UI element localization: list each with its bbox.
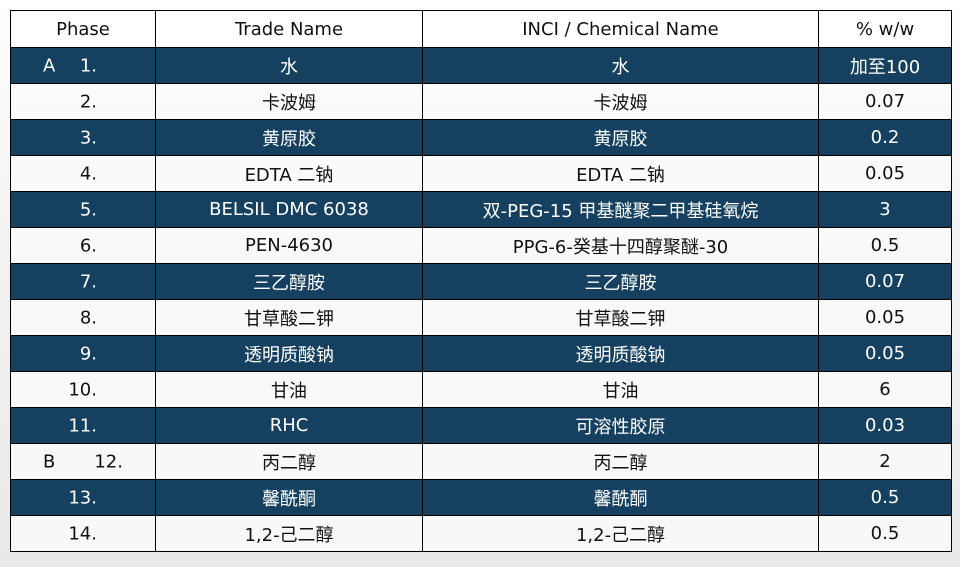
table-row: 6. PEN-4630 PPG-6-癸基十四醇聚醚-30 0.5 — [10, 227, 952, 264]
phase-cell: A 1. — [10, 47, 156, 84]
item-number: 12. — [94, 451, 123, 472]
inci-name-cell: 卡波姆 — [422, 83, 819, 120]
inci-name-cell: 三乙醇胺 — [422, 263, 819, 300]
table-row: 4. EDTA 二钠 EDTA 二钠 0.05 — [10, 155, 952, 192]
table-row: A 1. 水 水 加至100 — [10, 47, 952, 84]
item-number: 6. — [79, 235, 97, 256]
trade-name-cell: BELSIL DMC 6038 — [155, 191, 423, 228]
phase-cell: 9. — [10, 335, 156, 372]
phase-cell: 4. — [10, 155, 156, 192]
trade-name-cell: 馨酰酮 — [155, 479, 423, 516]
inci-name-cell: 甘草酸二钾 — [422, 299, 819, 336]
item-number: 9. — [79, 343, 97, 364]
phase-cell: 13. — [10, 479, 156, 516]
item-number: 13. — [68, 487, 97, 508]
item-number: 5. — [79, 199, 97, 220]
phase-cell: 14. — [10, 515, 156, 552]
header-trade-name: Trade Name — [155, 10, 423, 48]
inci-name-cell: PPG-6-癸基十四醇聚醚-30 — [422, 227, 819, 264]
trade-name-cell: 1,2-己二醇 — [155, 515, 423, 552]
percent-cell: 2 — [818, 443, 952, 480]
inci-name-cell: 1,2-己二醇 — [422, 515, 819, 552]
trade-name-cell: 卡波姆 — [155, 83, 423, 120]
inci-name-cell: EDTA 二钠 — [422, 155, 819, 192]
inci-name-cell: 双-PEG-15 甲基醚聚二甲基硅氧烷 — [422, 191, 819, 228]
table-row: 2. 卡波姆 卡波姆 0.07 — [10, 83, 952, 120]
phase-letter: B — [43, 451, 56, 472]
phase-cell: 6. — [10, 227, 156, 264]
phase-cell: B 12. — [10, 443, 156, 480]
percent-cell: 0.07 — [818, 263, 952, 300]
item-number: 11. — [68, 415, 97, 436]
inci-name-cell: 黄原胶 — [422, 119, 819, 156]
percent-cell: 0.05 — [818, 299, 952, 336]
phase-cell: 5. — [10, 191, 156, 228]
inci-name-cell: 可溶性胶原 — [422, 407, 819, 444]
trade-name-cell: 甘油 — [155, 371, 423, 408]
item-number: 14. — [68, 523, 97, 544]
phase-cell: 2. — [10, 83, 156, 120]
percent-cell: 0.5 — [818, 515, 952, 552]
table-row: 8. 甘草酸二钾 甘草酸二钾 0.05 — [10, 299, 952, 336]
item-number: 4. — [79, 163, 97, 184]
table-row: 3. 黄原胶 黄原胶 0.2 — [10, 119, 952, 156]
phase-cell: 10. — [10, 371, 156, 408]
trade-name-cell: 甘草酸二钾 — [155, 299, 423, 336]
table-row: 5. BELSIL DMC 6038 双-PEG-15 甲基醚聚二甲基硅氧烷 3 — [10, 191, 952, 228]
inci-name-cell: 丙二醇 — [422, 443, 819, 480]
trade-name-cell: 丙二醇 — [155, 443, 423, 480]
percent-cell: 0.05 — [818, 155, 952, 192]
phase-cell: 8. — [10, 299, 156, 336]
item-number: 8. — [79, 307, 97, 328]
inci-name-cell: 水 — [422, 47, 819, 84]
item-number: 1. — [79, 55, 97, 76]
inci-name-cell: 馨酰酮 — [422, 479, 819, 516]
table-row: 7. 三乙醇胺 三乙醇胺 0.07 — [10, 263, 952, 300]
item-number: 3. — [79, 127, 97, 148]
percent-cell: 0.05 — [818, 335, 952, 372]
percent-cell: 0.5 — [818, 479, 952, 516]
phase-cell: 3. — [10, 119, 156, 156]
trade-name-cell: 三乙醇胺 — [155, 263, 423, 300]
trade-name-cell: 水 — [155, 47, 423, 84]
item-number: 10. — [68, 379, 97, 400]
formulation-table: Phase Trade Name INCI / Chemical Name % … — [10, 10, 952, 552]
trade-name-cell: 透明质酸钠 — [155, 335, 423, 372]
header-row: Phase Trade Name INCI / Chemical Name % … — [10, 10, 952, 48]
table-row: 11. RHC 可溶性胶原 0.03 — [10, 407, 952, 444]
trade-name-cell: 黄原胶 — [155, 119, 423, 156]
trade-name-cell: RHC — [155, 407, 423, 444]
inci-name-cell: 甘油 — [422, 371, 819, 408]
table-row: 10. 甘油 甘油 6 — [10, 371, 952, 408]
item-number: 7. — [79, 271, 97, 292]
trade-name-cell: PEN-4630 — [155, 227, 423, 264]
phase-cell: 11. — [10, 407, 156, 444]
percent-cell: 0.2 — [818, 119, 952, 156]
percent-cell: 6 — [818, 371, 952, 408]
header-percent: % w/w — [818, 10, 952, 48]
table-row: B 12. 丙二醇 丙二醇 2 — [10, 443, 952, 480]
header-inci-name: INCI / Chemical Name — [422, 10, 819, 48]
percent-cell: 0.03 — [818, 407, 952, 444]
percent-cell: 加至100 — [818, 47, 952, 84]
table-row: 9. 透明质酸钠 透明质酸钠 0.05 — [10, 335, 952, 372]
table-row: 13. 馨酰酮 馨酰酮 0.5 — [10, 479, 952, 516]
percent-cell: 0.5 — [818, 227, 952, 264]
header-phase: Phase — [10, 10, 156, 48]
inci-name-cell: 透明质酸钠 — [422, 335, 819, 372]
table-row: 14. 1,2-己二醇 1,2-己二醇 0.5 — [10, 515, 952, 552]
trade-name-cell: EDTA 二钠 — [155, 155, 423, 192]
phase-letter: A — [43, 55, 56, 76]
percent-cell: 0.07 — [818, 83, 952, 120]
phase-cell: 7. — [10, 263, 156, 300]
percent-cell: 3 — [818, 191, 952, 228]
item-number: 2. — [79, 91, 97, 112]
